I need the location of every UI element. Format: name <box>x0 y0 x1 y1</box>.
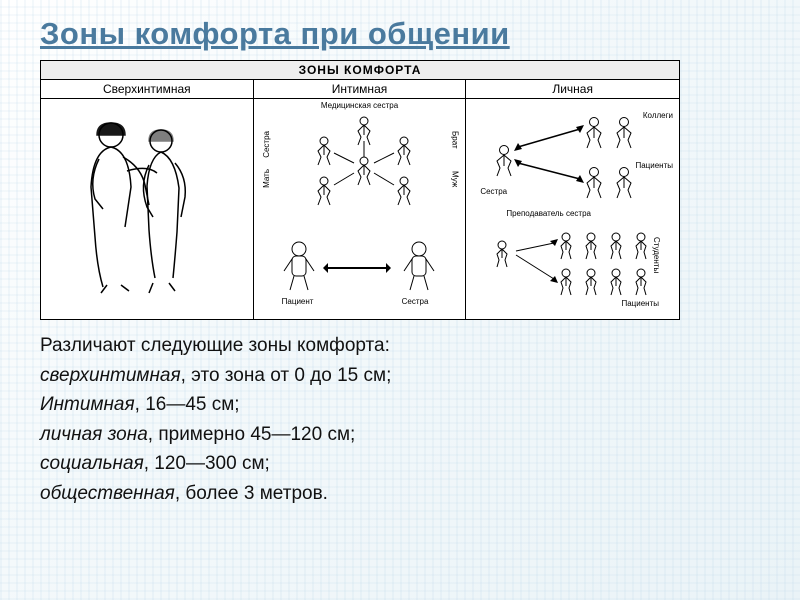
zone-name: личная зона <box>40 424 148 445</box>
family-star-icon <box>294 111 434 221</box>
col-head-personal: Личная <box>466 80 679 99</box>
list-item: общественная, более 3 метров. <box>40 480 770 508</box>
label-husband: Муж <box>450 171 459 187</box>
zones-list: Различают следующие зоны комфорта: сверх… <box>40 332 770 507</box>
list-intro: Различают следующие зоны комфорта: <box>40 332 770 360</box>
zone-desc: , 120—300 см; <box>144 453 270 474</box>
zone-name: социальная <box>40 453 144 474</box>
zone-desc: , 16—45 см; <box>135 394 240 415</box>
label-students: Студенты <box>652 237 661 273</box>
label-patient: Пациент <box>282 297 314 306</box>
label-brother: Брат <box>450 131 459 149</box>
zone-name: общественная <box>40 483 175 504</box>
diagram-body: Медицинская сестра <box>41 99 679 319</box>
label-mother: Мать <box>262 169 271 188</box>
patient-figure-icon <box>274 239 324 294</box>
col-head-intimate: Интимная <box>254 80 467 99</box>
col-super-intimate <box>41 99 254 319</box>
nurse-figure-icon <box>394 239 444 294</box>
zone-desc: , это зона от 0 до 15 см; <box>181 365 392 386</box>
classroom-icon <box>476 221 666 311</box>
slide-content: Зоны комфорта при общении ЗОНЫ КОМФОРТА … <box>0 0 800 529</box>
zone-desc: , более 3 метров. <box>175 483 328 504</box>
list-item: личная зона, примерно 45—120 см; <box>40 421 770 449</box>
label-sister: Сестра <box>262 131 271 158</box>
list-item: Интимная, 16—45 см; <box>40 391 770 419</box>
comfort-zones-diagram: ЗОНЫ КОМФОРТА Сверхинтимная Интимная Лич… <box>40 60 680 320</box>
list-item: социальная, 120—300 см; <box>40 450 770 478</box>
label-patients: Пациенты <box>635 161 673 170</box>
page-title: Зоны комфорта при общении <box>40 16 770 52</box>
label-colleagues: Коллеги <box>643 111 673 120</box>
zone-name: Интимная <box>40 394 135 415</box>
col-personal: Коллеги Пациенты Сестра Преподаватель се… <box>466 99 679 319</box>
label-teacher: Преподаватель сестра <box>506 209 591 218</box>
double-arrow-icon <box>326 267 388 269</box>
label-sister-2: Сестра <box>402 297 429 306</box>
diagram-header: ЗОНЫ КОМФОРТА <box>41 61 679 80</box>
col-head-super-intimate: Сверхинтимная <box>41 80 254 99</box>
nurse-helping-patient-icon <box>69 107 219 297</box>
diagram-column-headers: Сверхинтимная Интимная Личная <box>41 80 679 99</box>
zone-name: сверхинтимная <box>40 365 181 386</box>
label-patients-2: Пациенты <box>621 299 659 308</box>
col-intimate: Медицинская сестра <box>254 99 467 319</box>
label-med-sister: Медицинская сестра <box>321 101 398 110</box>
zone-desc: , примерно 45—120 см; <box>148 424 356 445</box>
list-item: сверхинтимная, это зона от 0 до 15 см; <box>40 362 770 390</box>
label-sister-3: Сестра <box>480 187 507 196</box>
